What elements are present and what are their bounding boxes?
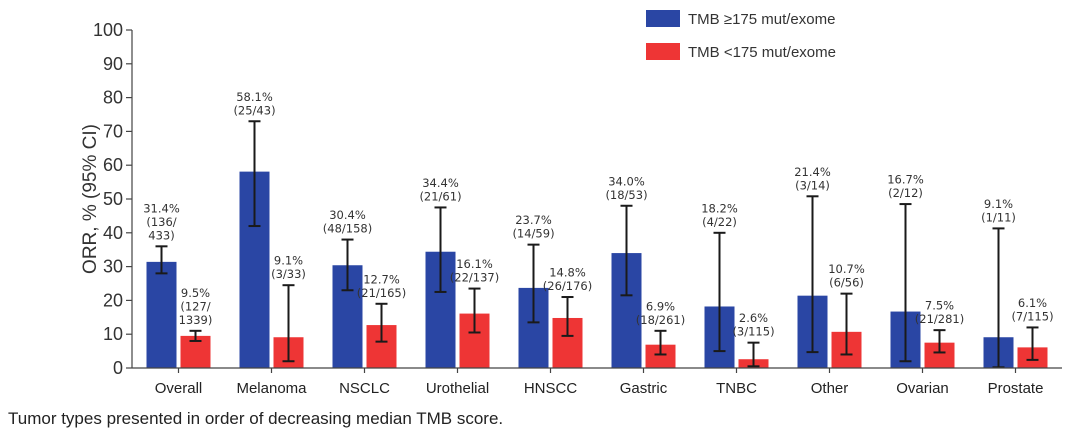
y-tick-label: 90 — [103, 54, 123, 74]
y-tick-label: 20 — [103, 290, 123, 310]
bar — [146, 261, 177, 368]
y-tick-label: 70 — [103, 121, 123, 141]
legend-label: TMB ≥175 mut/exome — [688, 11, 835, 28]
data-label: (1/11) — [981, 210, 1016, 224]
data-label: (2/12) — [888, 186, 923, 200]
legend: TMB ≥175 mut/exome TMB <175 mut/exome — [646, 10, 836, 61]
data-label: (25/43) — [233, 103, 275, 117]
x-tick-label: Prostate — [988, 380, 1044, 397]
data-label: 14.8% — [549, 266, 586, 280]
legend-label: TMB <175 mut/exome — [688, 44, 836, 61]
data-label: 34.0% — [608, 174, 645, 188]
data-label: 9.1% — [274, 254, 303, 268]
y-tick-label: 50 — [103, 189, 123, 209]
legend-swatch — [646, 43, 680, 60]
x-tick-label: Urothelial — [426, 380, 489, 397]
x-axis: Overall Melanoma NSCLC Urothelial HNSCC Gastr… — [132, 367, 1062, 397]
error-bars — [155, 120, 1039, 369]
data-label: 9.5% — [181, 286, 210, 300]
data-label: 30.4% — [329, 208, 366, 222]
data-label: (21/281) — [915, 312, 964, 326]
data-label: 23.7% — [515, 213, 552, 227]
data-label: (18/261) — [636, 313, 685, 327]
bar — [645, 344, 676, 368]
y-tick-label: 0 — [113, 358, 123, 378]
data-label: 9.1% — [984, 197, 1013, 211]
y-tick-label: 100 — [93, 20, 123, 40]
data-label: 58.1% — [236, 90, 273, 104]
data-label: 1339) — [179, 313, 213, 327]
x-tick-label: Overall — [155, 380, 203, 397]
value-labels: 31.4%(136/433) 58.1%(25/43) 30.4%(48/158) 3… — [143, 90, 1053, 339]
orr-bar-chart: 0 10 20 30 40 50 60 70 80 90 100 31.4%(136/433) 58.… — [80, 10, 1062, 397]
data-label: (21/61) — [419, 189, 461, 203]
data-label: (21/165) — [357, 286, 406, 300]
data-label: (7/115) — [1011, 309, 1053, 323]
data-label: 16.7% — [887, 173, 924, 187]
data-label: (136/ — [146, 215, 176, 229]
legend-swatch — [646, 10, 680, 27]
x-tick-label: Ovarian — [896, 380, 949, 397]
y-tick-label: 60 — [103, 155, 123, 175]
data-label: (14/59) — [512, 227, 554, 241]
data-label: (22/137) — [450, 271, 499, 285]
data-label: (3/33) — [271, 267, 306, 281]
data-label: 7.5% — [925, 299, 954, 313]
data-label: (6/56) — [829, 276, 864, 290]
footnote: Tumor types presented in order of decrea… — [8, 409, 504, 428]
data-label: 12.7% — [363, 272, 400, 286]
data-label: (18/53) — [605, 188, 647, 202]
data-label: 2.6% — [739, 311, 768, 325]
x-tick-label: Melanoma — [236, 380, 307, 397]
data-label: 6.1% — [1018, 296, 1047, 310]
data-label: (4/22) — [702, 215, 737, 229]
y-tick-label: 30 — [103, 257, 123, 277]
y-tick-label: 80 — [103, 88, 123, 108]
x-tick-label: NSCLC — [339, 380, 390, 397]
data-label: (3/115) — [732, 325, 774, 339]
data-label: 16.1% — [456, 257, 493, 271]
x-tick-label: Gastric — [620, 380, 668, 397]
data-label: (127/ — [180, 299, 210, 313]
data-label: (48/158) — [323, 222, 372, 236]
y-tick-label: 10 — [103, 324, 123, 344]
data-label: 10.7% — [828, 262, 865, 276]
x-tick-label: Other — [811, 380, 849, 397]
y-axis: 0 10 20 30 40 50 60 70 80 90 100 — [93, 20, 133, 378]
x-tick-label: HNSCC — [524, 380, 578, 397]
data-label: 31.4% — [143, 201, 180, 215]
data-label: 21.4% — [794, 165, 831, 179]
data-label: 6.9% — [646, 299, 675, 313]
y-axis-title: ORR, % (95% CI) — [80, 124, 101, 274]
data-label: 433) — [148, 228, 174, 242]
data-label: (3/14) — [795, 178, 830, 192]
data-label: 34.4% — [422, 176, 459, 190]
y-tick-label: 40 — [103, 223, 123, 243]
data-label: 18.2% — [701, 201, 738, 215]
x-tick-label: TNBC — [716, 380, 757, 397]
data-label: (26/176) — [543, 279, 592, 293]
